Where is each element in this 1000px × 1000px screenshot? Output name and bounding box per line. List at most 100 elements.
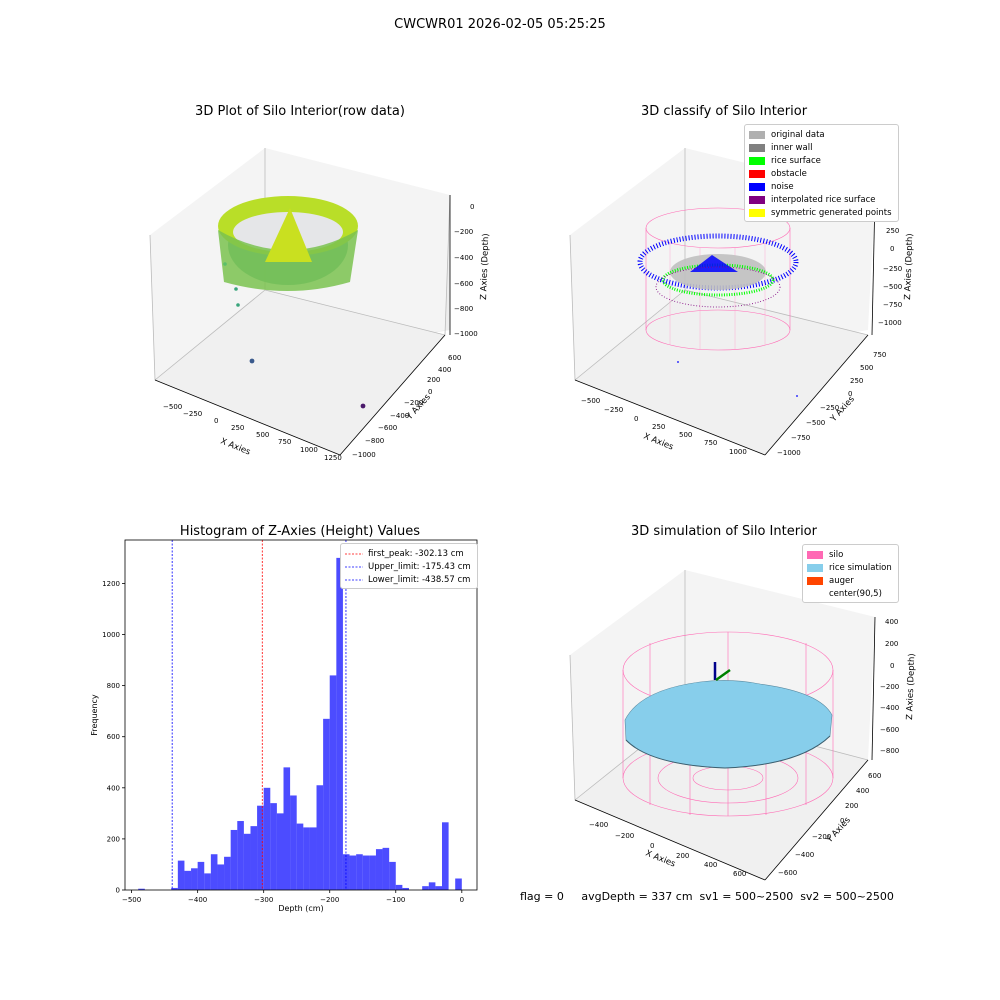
panel1-xtick: −250 — [183, 410, 202, 418]
panel2-ytick: −500 — [806, 419, 825, 427]
panel2-ztick: 250 — [886, 227, 899, 235]
histogram-bar — [329, 675, 337, 890]
histogram-xtick-label: −200 — [320, 896, 339, 904]
legend-item: obstacle — [749, 167, 892, 180]
legend-label: symmetric generated points — [771, 207, 892, 218]
histogram-bar — [210, 854, 218, 890]
legend-item: Upper_limit: -175.43 cm — [345, 560, 471, 573]
panel4-ytick: 600 — [868, 772, 881, 780]
panel1-xtick: −500 — [163, 403, 182, 411]
panel1-surface — [218, 196, 366, 409]
panel1-ztick: −1000 — [454, 330, 478, 338]
panel1-ytick: −1000 — [352, 451, 376, 459]
legend-item: rice surface — [749, 154, 892, 167]
histogram-bar — [177, 860, 185, 890]
legend-label: original data — [771, 129, 825, 140]
legend-label: obstacle — [771, 168, 807, 179]
panel1-xtick: 1000 — [300, 446, 318, 454]
panel2-xtick: −250 — [604, 406, 623, 414]
legend-swatch — [749, 169, 765, 178]
panel2-ytick: 250 — [850, 377, 863, 385]
panel1-ytick: 400 — [438, 366, 451, 374]
panel2-ytick: −250 — [820, 404, 839, 412]
histogram-ytick-label: 600 — [107, 733, 120, 741]
histogram-bar — [375, 849, 383, 890]
histogram-bar — [402, 887, 409, 890]
histogram-xtick-label: 0 — [460, 896, 464, 904]
histogram-bar — [296, 823, 304, 890]
panel4-legend: silo rice simulation auger center(90,5) — [802, 544, 899, 603]
panel2-ytick: 500 — [860, 364, 873, 372]
panel4-ytick: 200 — [845, 802, 858, 810]
legend-swatch — [749, 182, 765, 191]
histogram-xtick-label: −500 — [122, 896, 141, 904]
histogram-bar — [362, 855, 370, 890]
histogram-bar — [283, 767, 291, 890]
legend-swatch — [807, 576, 823, 585]
panel1-ztick: −600 — [454, 280, 473, 288]
histogram-legend: first_peak: -302.13 cm Upper_limit: -175… — [340, 543, 478, 589]
panel4-ytick: 0 — [840, 817, 844, 825]
panel2-ytick: −1000 — [777, 449, 801, 457]
panel1-ytick: 0 — [428, 388, 432, 396]
histogram-bar — [230, 829, 238, 890]
histogram-bar — [290, 795, 297, 890]
histogram-bar — [382, 847, 390, 890]
legend-label: first_peak: -302.13 cm — [368, 548, 464, 559]
auger-icon — [713, 662, 731, 682]
panel1-ytick: 200 — [427, 376, 440, 384]
panel2-legend: original data inner wall rice surface ob… — [744, 124, 899, 222]
legend-item: noise — [749, 180, 892, 193]
histogram-xtick-label: −400 — [188, 896, 207, 904]
legend-item: original data — [749, 128, 892, 141]
histogram-bar — [316, 785, 324, 890]
legend-label: Lower_limit: -438.57 cm — [368, 574, 471, 585]
panel2-xtick: 500 — [679, 431, 692, 439]
panel4-ztick: −400 — [880, 704, 899, 712]
histogram-bar — [257, 805, 264, 890]
histogram-bar — [336, 557, 343, 890]
panel1-ztick: −400 — [454, 254, 473, 262]
panel1-ytick: −400 — [390, 412, 409, 420]
panel1-ztick: −200 — [454, 228, 473, 236]
histogram-bar — [138, 888, 145, 890]
histogram-bar — [270, 803, 277, 890]
histogram-bar — [217, 864, 225, 890]
legend-label: noise — [771, 181, 794, 192]
legend-item: auger — [807, 574, 892, 587]
legend-item: silo — [807, 548, 892, 561]
histogram-bar — [250, 826, 258, 890]
panel4-ytick: −400 — [795, 851, 814, 859]
histogram-bar — [349, 855, 357, 890]
panel2-ztick: −500 — [883, 283, 902, 291]
panel1-zlabel: Z Axies (Depth) — [479, 233, 491, 300]
histogram-bar — [323, 718, 330, 890]
panel4-ztick: 0 — [890, 662, 894, 670]
panel4-ztick: 400 — [885, 618, 898, 626]
legend-swatch — [807, 589, 823, 598]
legend-item: center(90,5) — [807, 587, 892, 600]
histogram-ylabel: Frequency — [90, 694, 99, 736]
legend-swatch — [749, 130, 765, 139]
legend-item: first_peak: -302.13 cm — [345, 547, 471, 560]
histogram-ytick-label: 200 — [107, 835, 120, 843]
legend-label: silo — [829, 549, 844, 560]
panel4-xtick: 400 — [704, 861, 717, 869]
panel1-tick-labels: −500 −250 0 250 500 750 1000 1250 −1000 … — [163, 203, 478, 462]
panel4-xlabel: X Axies — [644, 849, 677, 870]
panel4-xtick: 0 — [650, 842, 654, 850]
panel4-ytick: −600 — [778, 869, 797, 877]
histogram-ytick-label: 1200 — [102, 580, 120, 588]
panel1-ztick: 0 — [470, 203, 474, 211]
panel4-rice-surface — [624, 680, 833, 769]
legend-item: inner wall — [749, 141, 892, 154]
panel2-ztick: −1000 — [878, 319, 902, 327]
legend-item: symmetric generated points — [749, 206, 892, 219]
panel2-ytick: −750 — [791, 434, 810, 442]
panel4-xtick: −400 — [589, 821, 608, 829]
panel2-ytick: 0 — [848, 390, 852, 398]
panel2-xtick: −500 — [581, 397, 600, 405]
histogram-xticks: −500 −400 −300 −200 −100 0 — [122, 890, 464, 904]
